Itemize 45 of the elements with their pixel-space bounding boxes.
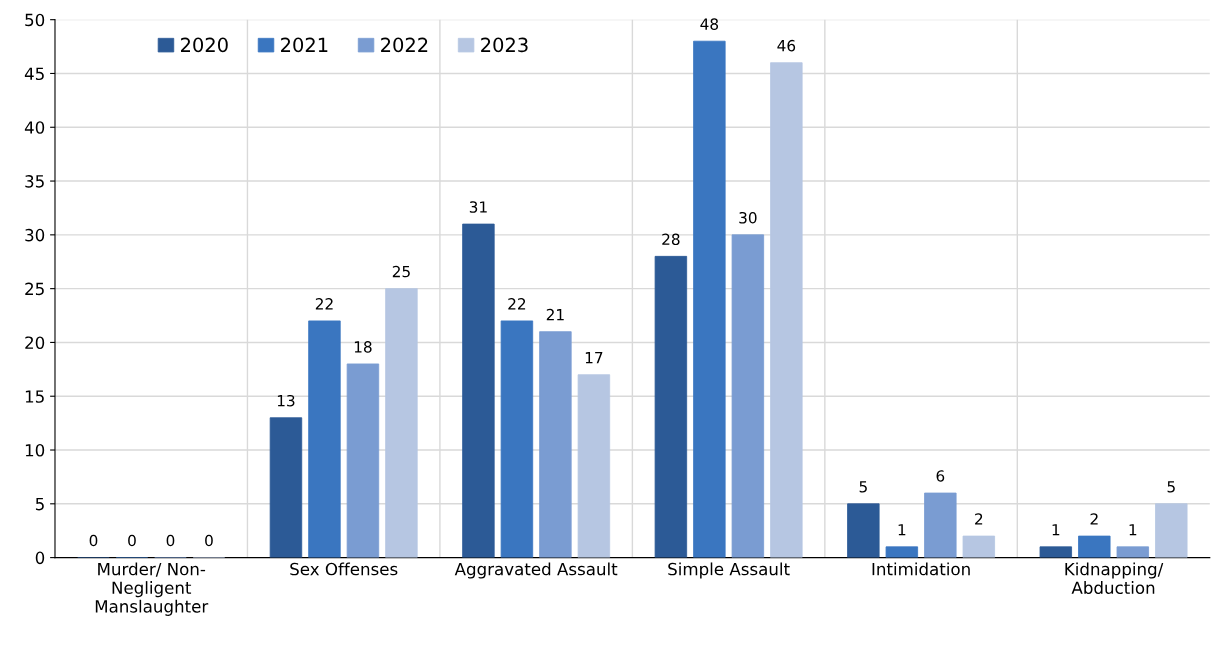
data-label: 31 [469, 201, 487, 213]
y-tick-label: 20 [25, 336, 45, 349]
data-label: 1 [1129, 524, 1137, 536]
data-label: 30 [739, 212, 757, 224]
y-tick-label: 35 [25, 175, 44, 188]
data-label: 0 [89, 534, 98, 547]
data-label: 22 [508, 298, 526, 310]
legend-label: 2021 [281, 37, 328, 53]
data-label: 18 [354, 341, 372, 353]
data-label: 0 [128, 534, 136, 547]
data-label: 0 [166, 534, 175, 547]
data-label: 0 [205, 534, 213, 547]
y-tick-label: 5 [35, 497, 44, 511]
data-label: 5 [859, 481, 867, 493]
y-tick-label: 45 [24, 67, 44, 81]
x-tick-label: Sex Offenses [290, 562, 398, 576]
data-label: 22 [315, 298, 333, 310]
y-tick-label: 30 [25, 228, 45, 242]
x-tick-label: Simple Assault [668, 562, 790, 579]
data-label: 1 [898, 524, 906, 536]
data-label: 6 [936, 470, 945, 482]
data-label: 17 [585, 352, 603, 364]
data-label: 21 [546, 308, 564, 321]
legend-label: 2020 [181, 37, 228, 53]
data-label: 1 [1052, 524, 1060, 536]
y-tick-label: 25 [25, 282, 44, 296]
data-label: 5 [1167, 481, 1175, 493]
x-tick-label: Kidnapping/ Abduction [1065, 562, 1164, 595]
data-label: 46 [777, 39, 796, 52]
data-label: 25 [392, 265, 410, 278]
x-tick-label: Murder/ Non- Negligent Manslaughter [95, 562, 209, 616]
y-tick-label: 0 [35, 551, 45, 565]
legend-label: 2022 [381, 37, 428, 53]
data-label: 13 [277, 394, 295, 407]
data-label: 2 [975, 513, 983, 525]
y-tick-label: 10 [25, 443, 45, 457]
legend-label: 2023 [481, 37, 528, 53]
y-tick-label: 50 [25, 13, 45, 27]
data-label: 48 [700, 18, 719, 30]
data-label: 2 [1090, 513, 1098, 525]
x-tick-label: Aggravated Assault [454, 562, 618, 579]
y-tick-label: 40 [24, 121, 45, 134]
x-tick-label: Intimidation [872, 562, 970, 576]
data-label: 28 [662, 233, 680, 246]
y-tick-label: 15 [25, 390, 44, 403]
